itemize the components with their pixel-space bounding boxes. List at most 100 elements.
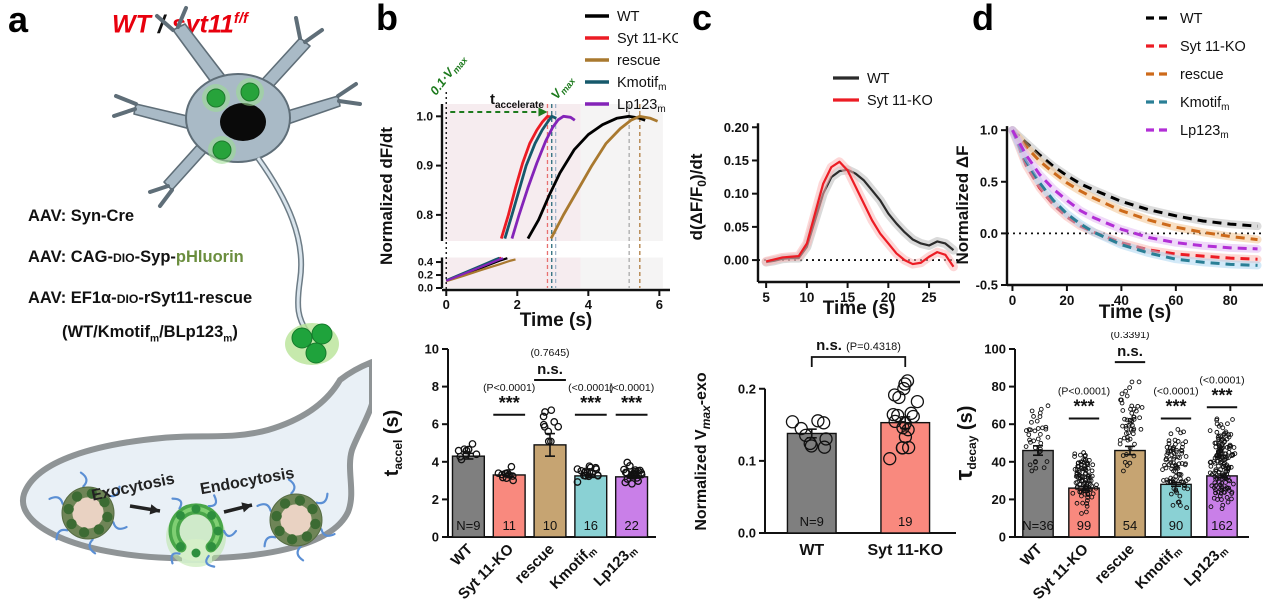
series-line bbox=[1011, 129, 1258, 228]
series-line bbox=[765, 160, 955, 268]
svg-text:80: 80 bbox=[1223, 293, 1238, 308]
svg-text:90: 90 bbox=[1169, 518, 1183, 533]
legend-label: Lp123m bbox=[617, 97, 666, 115]
category-label: Kmotifm bbox=[547, 541, 600, 594]
y-axis-title: τdecay (s) bbox=[951, 406, 979, 481]
bar bbox=[574, 475, 608, 538]
category-label: Syt 11-KO bbox=[867, 542, 943, 559]
legend-label: WT bbox=[867, 71, 890, 87]
aav-cag-dio-syp-phluorin-label: AAV: CAG-DIO-Syp-pHluorin bbox=[28, 248, 244, 266]
panel-a-label: a bbox=[8, 0, 29, 40]
exo-endo-arrows bbox=[129, 502, 253, 515]
svg-text:(P<0.0001): (P<0.0001) bbox=[1058, 386, 1110, 398]
svg-text:(0.7645): (0.7645) bbox=[530, 347, 569, 359]
svg-text:40: 40 bbox=[992, 454, 1006, 469]
y-axis-title: taccel (s) bbox=[381, 410, 405, 477]
svg-text:0: 0 bbox=[432, 530, 439, 545]
svg-text:80: 80 bbox=[992, 379, 1006, 394]
svg-text:11: 11 bbox=[502, 518, 516, 533]
svg-text:22: 22 bbox=[624, 518, 638, 533]
svg-text:(<0.0001): (<0.0001) bbox=[609, 382, 654, 394]
y-axis-title: d(ΔF/F0)/dt bbox=[687, 153, 709, 240]
svg-text:N=9: N=9 bbox=[456, 518, 480, 533]
vmax-threshold-annotation: 0.1·Vmax bbox=[427, 51, 470, 99]
synaptic-bouton bbox=[20, 359, 372, 568]
legend-label: Syt 11-KO bbox=[1180, 39, 1246, 55]
svg-text:40: 40 bbox=[1114, 293, 1129, 308]
y-axis-title: Normalized dF/dt bbox=[377, 127, 396, 265]
svg-text:0.0: 0.0 bbox=[980, 226, 998, 241]
legend-label: Syt 11-KO bbox=[617, 31, 678, 47]
svg-text:20: 20 bbox=[881, 290, 896, 305]
svg-text:4: 4 bbox=[432, 454, 440, 469]
svg-text:25: 25 bbox=[922, 290, 938, 305]
svg-text:(0.3391): (0.3391) bbox=[1110, 332, 1149, 341]
bar bbox=[451, 455, 486, 538]
series-line bbox=[503, 114, 557, 239]
svg-text:54: 54 bbox=[1123, 518, 1137, 533]
y-axis-title: Normalized ΔF bbox=[953, 146, 972, 265]
aav-syn-cre-label: AAV: Syn-Cre bbox=[28, 207, 135, 225]
svg-text:20: 20 bbox=[1059, 293, 1074, 308]
legend-label: Kmotifm bbox=[617, 75, 666, 93]
svg-text:60: 60 bbox=[992, 417, 1006, 432]
bar bbox=[492, 474, 526, 538]
synaptic-vesicle bbox=[48, 471, 128, 555]
svg-text:10: 10 bbox=[543, 518, 557, 533]
svg-text:20: 20 bbox=[992, 492, 1006, 507]
svg-text:0.05: 0.05 bbox=[724, 219, 749, 234]
svg-text:0.00: 0.00 bbox=[724, 253, 749, 268]
bar bbox=[786, 432, 837, 534]
svg-text:0.20: 0.20 bbox=[724, 120, 749, 135]
svg-text:16: 16 bbox=[584, 518, 598, 533]
bar bbox=[533, 444, 567, 538]
legend-label: Lp123m bbox=[1180, 123, 1229, 141]
svg-text:10: 10 bbox=[799, 290, 814, 305]
svg-text:15: 15 bbox=[840, 290, 856, 305]
nucleus bbox=[220, 103, 266, 141]
panel-b-line-chart: 0 2 4 6 0.8 0.9 1.0 0.00.20.4 0.1·Vmax Vmaxtaccel… bbox=[377, 9, 678, 331]
svg-text:6: 6 bbox=[432, 417, 439, 432]
legend-label: Kmotifm bbox=[1180, 95, 1229, 113]
svg-text:n.s.: n.s. bbox=[1117, 343, 1143, 360]
svg-text:1.0: 1.0 bbox=[980, 123, 998, 138]
category-label: WT bbox=[448, 541, 477, 570]
svg-text:19: 19 bbox=[898, 514, 912, 529]
svg-text:2: 2 bbox=[432, 492, 439, 507]
category-label: Lp123m bbox=[590, 541, 640, 591]
fusing-vesicle bbox=[166, 494, 238, 568]
svg-text:10: 10 bbox=[425, 342, 439, 357]
svg-text:0.10: 0.10 bbox=[724, 186, 749, 201]
t-accelerate-annotation: taccelerate bbox=[490, 91, 544, 111]
svg-text:0.15: 0.15 bbox=[724, 153, 749, 168]
svg-text:***: *** bbox=[1165, 397, 1186, 417]
svg-text:8: 8 bbox=[432, 379, 439, 394]
svg-text:6: 6 bbox=[656, 297, 663, 312]
panel-c-line-chart: 5 10 15 20 25 0.00 0.05 0.10 0.15 0.20 WT Syt 11-KO… bbox=[687, 71, 960, 319]
svg-text:0.2: 0.2 bbox=[738, 381, 756, 396]
bar bbox=[1114, 449, 1146, 538]
bar bbox=[880, 421, 931, 534]
svg-text:0.1: 0.1 bbox=[738, 453, 756, 468]
svg-text:0.2: 0.2 bbox=[418, 270, 433, 282]
panel-c-bar-chart: 0.0 0.1 0.2 N=9 WT 19 Syt 11-KO n.s. (P=0.4318)… bbox=[693, 337, 956, 559]
category-label: Kmotifm bbox=[1132, 541, 1185, 594]
series-line bbox=[549, 114, 659, 240]
neuron-synapse-diagram: Exocytosis Endocytosis bbox=[20, 6, 372, 568]
rescue-variants-label: (WT/Kmotifm/BLp123m) bbox=[62, 323, 238, 345]
svg-text:1.0: 1.0 bbox=[416, 109, 433, 123]
svg-text:N=9: N=9 bbox=[800, 514, 824, 529]
svg-text:***: *** bbox=[580, 393, 601, 413]
series-line bbox=[1011, 129, 1258, 267]
svg-text:2: 2 bbox=[514, 297, 521, 312]
phluorin-vesicle bbox=[212, 140, 232, 160]
phluorin-vesicle bbox=[206, 88, 226, 108]
terminal-vesicle-cluster bbox=[285, 323, 339, 365]
svg-text:0.5: 0.5 bbox=[980, 174, 998, 189]
legend: WT Syt 11-KO rescue Kmotifm Lp123m bbox=[585, 9, 678, 115]
series-line bbox=[1011, 129, 1258, 251]
svg-text:99: 99 bbox=[1077, 518, 1091, 533]
svg-text:***: *** bbox=[621, 393, 642, 413]
